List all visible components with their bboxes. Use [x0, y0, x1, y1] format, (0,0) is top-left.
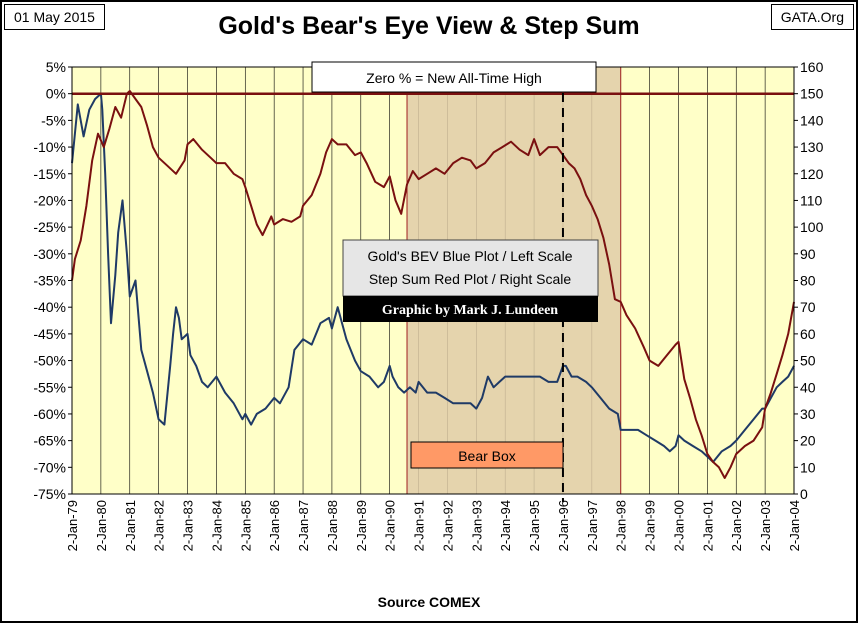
- right-tick-label: 0: [800, 486, 808, 502]
- x-tick-label: 2-Jan-82: [152, 500, 167, 551]
- left-tick-label: -50%: [33, 353, 66, 369]
- x-tick-label: 2-Jan-91: [412, 500, 427, 551]
- x-tick-label: 2-Jan-80: [94, 500, 109, 551]
- right-tick-label: 100: [800, 219, 824, 235]
- left-tick-label: 5%: [46, 59, 66, 75]
- x-tick-label: 2-Jan-97: [585, 500, 600, 551]
- legend-box: Gold's BEV Blue Plot / Left Scale Step S…: [342, 239, 599, 322]
- site-label: GATA.Org: [770, 4, 854, 30]
- x-tick-label: 2-Jan-81: [123, 500, 138, 551]
- left-tick-label: -55%: [33, 379, 66, 395]
- right-tick-label: 40: [800, 379, 816, 395]
- right-tick-label: 20: [800, 433, 816, 449]
- bear-box-label: Bear Box: [410, 441, 564, 469]
- left-tick-label: -5%: [41, 112, 66, 128]
- right-tick-label: 120: [800, 166, 824, 182]
- series-layer: [71, 90, 795, 479]
- x-tick-label: 2-Jan-86: [267, 500, 282, 551]
- right-tick-label: 160: [800, 59, 824, 75]
- legend-line-1: Gold's BEV Blue Plot / Left Scale: [367, 248, 572, 264]
- x-tick-label: 2-Jan-03: [758, 500, 773, 551]
- right-tick-label: 70: [800, 299, 816, 315]
- left-tick-label: -45%: [33, 326, 66, 342]
- x-tick-label: 2-Jan-04: [787, 500, 802, 551]
- right-tick-label: 50: [800, 353, 816, 369]
- step-sum-red-line: [71, 90, 795, 479]
- left-tick-label: -40%: [33, 299, 66, 315]
- x-tick-label: 2-Jan-02: [729, 500, 744, 551]
- left-tick-label: -20%: [33, 192, 66, 208]
- right-tick-label: 30: [800, 406, 816, 422]
- left-tick-label: -15%: [33, 166, 66, 182]
- left-tick-label: -25%: [33, 219, 66, 235]
- x-tick-label: 2-Jan-98: [614, 500, 629, 551]
- left-tick-label: -75%: [33, 486, 66, 502]
- x-axis-label: Source COMEX: [377, 594, 481, 610]
- left-tick-label: -30%: [33, 246, 66, 262]
- bev-blue-line: [71, 92, 795, 463]
- x-tick-label: 2-Jan-90: [383, 500, 398, 551]
- left-tick-label: 0%: [46, 86, 66, 102]
- right-tick-label: 150: [800, 86, 824, 102]
- left-tick-label: -10%: [33, 139, 66, 155]
- right-tick-label: 110: [800, 192, 823, 208]
- chart-title: Gold's Bear's Eye View & Step Sum: [218, 12, 640, 40]
- right-tick-label: 140: [800, 112, 824, 128]
- left-tick-label: -70%: [33, 459, 66, 475]
- right-tick-label: 10: [800, 459, 816, 475]
- x-tick-label: 2-Jan-84: [209, 500, 224, 551]
- x-tick-label: 2-Jan-89: [354, 500, 369, 551]
- zero-note-box: Zero % = New All-Time High: [311, 61, 597, 93]
- legend-line-2: Step Sum Red Plot / Right Scale: [369, 271, 572, 287]
- left-tick-label: -60%: [33, 406, 66, 422]
- x-tick-label: 2-Jan-01: [700, 500, 715, 551]
- credit-text: Graphic by Mark J. Lundeen: [382, 303, 558, 318]
- x-tick-label: 2-Jan-88: [325, 500, 340, 551]
- left-axis-ticks: 5% 0% -5% -10% -15% -20% -25% -30% -35% -40% -45% -…: [33, 59, 72, 502]
- right-tick-label: 60: [800, 326, 816, 342]
- x-tick-label: 2-Jan-96: [556, 500, 571, 551]
- x-tick-label: 2-Jan-85: [238, 500, 253, 551]
- left-tick-label: -65%: [33, 433, 66, 449]
- x-tick-label: 2-Jan-92: [440, 500, 455, 551]
- x-tick-label: 2-Jan-94: [498, 500, 513, 551]
- zero-note-text: Zero % = New All-Time High: [366, 70, 542, 86]
- x-tick-label: 2-Jan-79: [65, 500, 80, 551]
- x-tick-label: 2-Jan-83: [181, 500, 196, 551]
- right-tick-label: 90: [800, 246, 816, 262]
- left-tick-label: -35%: [33, 273, 66, 289]
- right-tick-label: 130: [800, 139, 824, 155]
- bear-box-label-text: Bear Box: [458, 448, 516, 464]
- x-tick-label: 2-Jan-95: [527, 500, 542, 551]
- right-tick-label: 80: [800, 273, 816, 289]
- x-axis-ticks: 2-Jan-79 2-Jan-80 2-Jan-81 2-Jan-82 2-Jan-83…: [65, 500, 802, 551]
- x-tick-label: 2-Jan-93: [469, 500, 484, 551]
- x-tick-label: 2-Jan-00: [671, 500, 686, 551]
- x-tick-label: 2-Jan-87: [296, 500, 311, 551]
- date-label: 01 May 2015: [4, 4, 105, 30]
- x-tick-label: 2-Jan-99: [643, 500, 658, 551]
